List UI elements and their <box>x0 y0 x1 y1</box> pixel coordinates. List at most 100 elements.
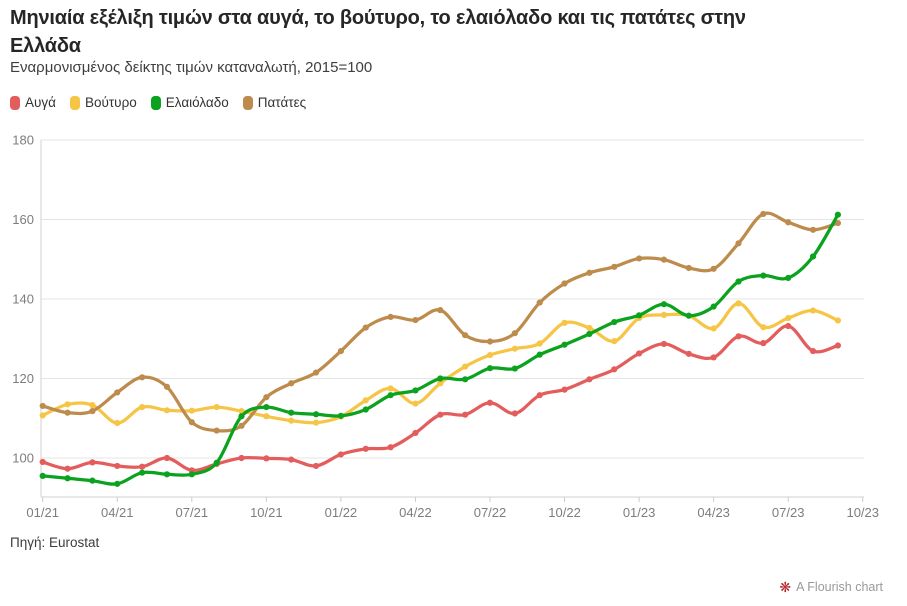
data-point-olive-oil <box>188 471 195 478</box>
data-point-potatoes <box>288 380 295 387</box>
legend-label: Ελαιόλαδο <box>165 95 229 110</box>
data-point-eggs <box>337 451 344 458</box>
data-point-olive-oil <box>312 411 320 418</box>
data-point-potatoes <box>163 383 171 390</box>
legend-swatch-olive-oil <box>150 95 161 110</box>
data-point-potatoes <box>263 394 270 401</box>
chart-title: Μηνιαία εξέλιξη τιμών στα αυγά, το βούτυ… <box>10 7 746 57</box>
data-point-potatoes <box>710 265 717 272</box>
data-point-eggs <box>39 458 46 466</box>
data-point-olive-oil <box>536 351 543 358</box>
data-point-butter <box>412 400 419 407</box>
source-note: Πηγή: Eurostat <box>10 535 100 550</box>
data-point-olive-oil <box>139 469 146 476</box>
data-point-eggs <box>437 411 444 418</box>
data-point-olive-oil <box>114 480 121 487</box>
x-axis-label: 07/23 <box>772 505 805 520</box>
data-point-eggs <box>660 340 668 348</box>
data-point-butter <box>114 419 121 427</box>
flourish-credit-link[interactable]: ❋ A Flourish chart <box>779 580 883 594</box>
data-point-butter <box>139 404 146 411</box>
data-point-olive-oil <box>611 318 618 326</box>
data-point-eggs <box>114 462 121 470</box>
data-point-butter <box>785 314 792 322</box>
data-point-potatoes <box>387 313 394 320</box>
data-point-olive-oil <box>437 375 444 382</box>
data-point-potatoes <box>437 307 444 314</box>
data-point-olive-oil <box>89 477 96 484</box>
data-point-eggs <box>735 333 742 340</box>
x-axis-label: 04/23 <box>697 505 730 520</box>
data-point-olive-oil <box>586 330 593 338</box>
x-axis-label: 07/22 <box>474 505 507 520</box>
data-point-eggs <box>511 410 518 417</box>
chart-subtitle: Εναρμονισμένος δείκτης τιμών καταναλωτή,… <box>10 59 373 76</box>
data-point-potatoes <box>337 347 344 355</box>
data-point-potatoes <box>536 299 543 306</box>
series-line-eggs <box>41 324 840 473</box>
data-point-potatoes <box>511 330 518 337</box>
data-point-potatoes <box>462 332 469 339</box>
data-point-olive-oil <box>834 211 842 218</box>
data-point-potatoes <box>64 409 71 416</box>
data-point-butter <box>362 397 369 404</box>
legend-item-butter[interactable]: Βούτυρο <box>69 95 137 110</box>
data-point-olive-oil <box>462 376 469 383</box>
data-point-potatoes <box>188 419 195 426</box>
legend-item-potatoes[interactable]: Πατάτες <box>242 95 306 110</box>
data-point-eggs <box>760 340 767 347</box>
data-point-butter <box>89 402 96 409</box>
data-point-potatoes <box>114 389 121 396</box>
data-point-potatoes <box>412 316 419 324</box>
data-point-potatoes <box>785 219 792 226</box>
x-axis-label: 10/21 <box>250 505 283 520</box>
data-point-butter <box>710 325 717 332</box>
data-point-butter <box>760 324 767 331</box>
data-point-butter <box>64 401 71 408</box>
data-point-eggs <box>163 454 171 462</box>
legend-swatch-butter <box>69 95 80 110</box>
data-point-eggs <box>636 350 643 357</box>
data-point-potatoes <box>561 280 568 287</box>
legend-item-olive-oil[interactable]: Ελαιόλαδο <box>150 95 229 110</box>
data-point-butter <box>611 338 618 345</box>
data-point-potatoes <box>760 210 767 218</box>
data-point-eggs <box>263 455 270 462</box>
data-point-butter <box>660 311 668 318</box>
data-point-olive-oil <box>760 272 767 279</box>
data-point-butter <box>39 412 46 419</box>
y-axis-label: 160 <box>12 212 34 227</box>
data-point-butter <box>561 319 568 326</box>
data-point-butter <box>312 419 320 426</box>
x-axis-label: 01/21 <box>26 505 59 520</box>
data-point-potatoes <box>139 374 146 381</box>
x-axis-label: 10/22 <box>548 505 581 520</box>
data-point-butter <box>586 324 593 332</box>
data-point-butter <box>486 351 494 359</box>
data-point-potatoes <box>362 324 369 331</box>
x-axis-label: 01/23 <box>623 505 656 520</box>
legend-item-eggs[interactable]: Αυγά <box>10 95 56 110</box>
y-axis-label: 120 <box>12 371 34 386</box>
data-point-olive-oil <box>238 413 245 420</box>
data-point-potatoes <box>685 264 692 272</box>
x-axis-label: 07/21 <box>176 505 209 520</box>
legend-swatch-eggs <box>10 95 20 110</box>
data-point-eggs <box>710 354 717 361</box>
x-axis-label: 01/22 <box>325 505 358 520</box>
data-point-eggs <box>312 462 320 470</box>
legend-label: Βούτυρο <box>84 95 137 110</box>
y-axis-label: 180 <box>12 133 34 148</box>
data-point-butter <box>263 413 270 420</box>
data-point-eggs <box>561 386 568 393</box>
flourish-burst-icon: ❋ <box>779 579 792 595</box>
data-point-olive-oil <box>288 409 295 416</box>
data-point-eggs <box>685 350 692 357</box>
data-point-olive-oil <box>213 459 220 466</box>
legend: Αυγά Βούτυρο Ελαιόλαδο Πατάτες <box>10 95 306 110</box>
data-point-butter <box>387 385 394 392</box>
data-point-butter <box>437 380 444 387</box>
data-point-potatoes <box>213 427 220 434</box>
flourish-credit-label: A Flourish chart <box>796 580 883 594</box>
series-line-potatoes <box>41 211 840 433</box>
